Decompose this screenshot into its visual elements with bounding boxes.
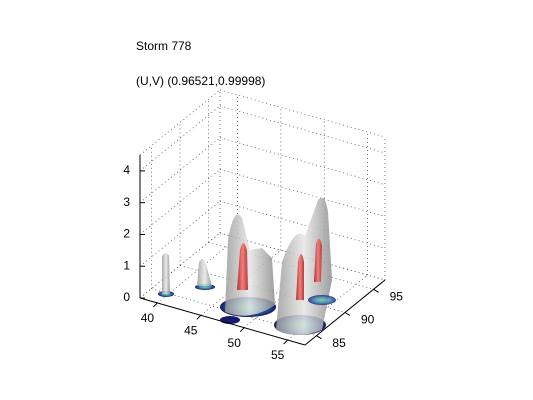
chart-subtitle: (U,V) (0.96521,0.99998) <box>136 74 265 88</box>
grid-line <box>219 137 386 186</box>
grid-line <box>139 200 221 267</box>
y-tick-label: 90 <box>361 313 375 327</box>
z-tick-label: 3 <box>123 195 130 209</box>
x-tick-label: 55 <box>271 348 285 362</box>
y-tick <box>373 288 379 293</box>
core <box>237 243 248 290</box>
y-tick <box>316 335 322 340</box>
box-edge <box>219 89 386 138</box>
x-tick <box>153 302 158 308</box>
x-tick <box>283 339 288 345</box>
grid-line <box>151 288 317 337</box>
y-tick-label: 85 <box>332 336 346 350</box>
core <box>314 238 322 282</box>
x-tick <box>196 314 202 320</box>
y-axis <box>304 279 386 346</box>
grid-line <box>219 200 386 249</box>
z-tick-label: 2 <box>123 227 130 241</box>
grid-line <box>219 105 386 154</box>
core <box>296 254 304 300</box>
surface-base <box>220 316 240 324</box>
grid-line <box>219 169 386 217</box>
x-axis <box>139 297 306 346</box>
z-tick-label: 0 <box>123 290 130 304</box>
x-tick-label: 50 <box>228 336 242 350</box>
isosurface <box>197 258 212 286</box>
z-tick-label: 1 <box>123 258 130 272</box>
y-tick <box>344 312 351 316</box>
isosurface <box>225 214 275 316</box>
y-tick-label: 95 <box>390 289 404 303</box>
z-tick-label: 4 <box>123 163 130 177</box>
isosurface <box>162 253 170 294</box>
x-tick-label: 40 <box>141 311 155 325</box>
x-tick <box>239 327 245 333</box>
axes: 0 1 2 3 4 40 45 50 55 85 90 95 <box>123 155 403 362</box>
surface-base <box>308 295 336 305</box>
chart-title: Storm 778 <box>136 39 192 53</box>
isosurfaces <box>158 197 336 335</box>
x-tick-label: 45 <box>184 323 198 337</box>
